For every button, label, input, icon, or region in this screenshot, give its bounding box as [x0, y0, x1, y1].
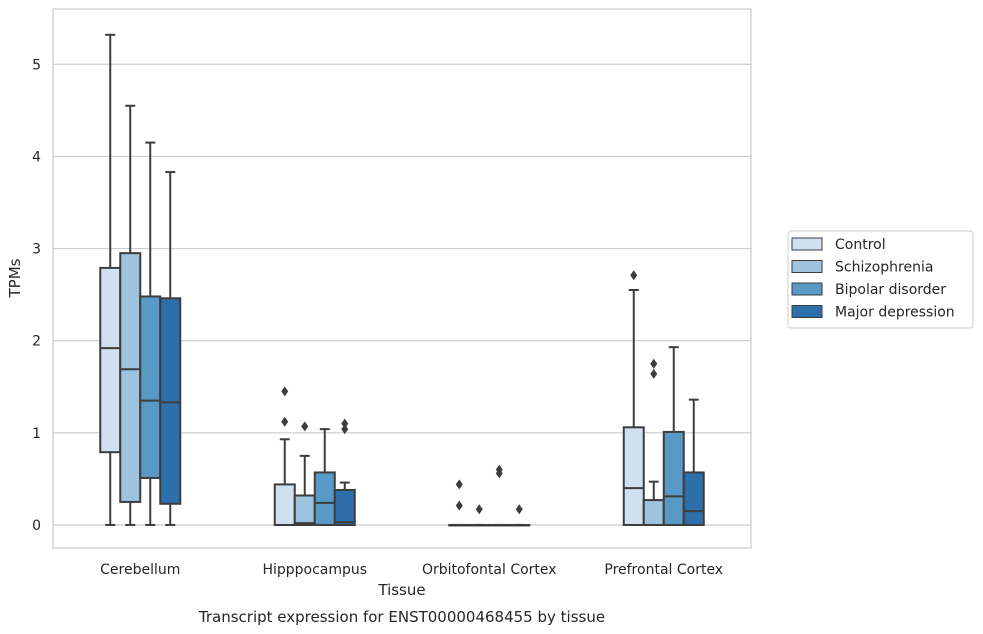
outlier-point	[341, 418, 349, 429]
outlier-point	[650, 368, 658, 379]
legend-swatch	[791, 282, 823, 296]
legend-swatch	[791, 260, 823, 273]
box-body	[119, 252, 142, 503]
y-tick-label: 0	[32, 518, 41, 534]
box-schizophrenia	[468, 504, 491, 527]
y-tick-label: 3	[32, 242, 41, 258]
outlier-point	[455, 500, 463, 511]
legend-label: Schizophrenia	[835, 260, 933, 276]
legend-label: Bipolar disorder	[835, 282, 946, 298]
y-tick-label: 1	[32, 426, 41, 442]
legend-frame	[787, 230, 974, 329]
box-plot-marks	[99, 33, 705, 527]
legend-label: Major depression	[835, 305, 955, 321]
box-bipolar-disorder	[488, 464, 511, 527]
x-tick-label: Orbitofontal Cortex	[422, 562, 557, 578]
x-tick-label: Hipppocampus	[262, 562, 367, 578]
outlier-point	[281, 386, 289, 397]
box-body	[313, 471, 336, 526]
chart-caption: Transcript expression for ENST0000046845…	[198, 608, 605, 626]
box-bipolar-disorder	[139, 141, 162, 526]
legend-label: Control	[835, 237, 886, 253]
box-control	[622, 270, 645, 526]
outlier-point	[495, 464, 503, 475]
box-bipolar-disorder	[313, 428, 336, 526]
outlier-point	[301, 421, 309, 432]
box-control	[448, 479, 471, 527]
outlier-point	[650, 358, 658, 369]
y-axis-ticks: 0 1 2 3 4 5	[32, 57, 41, 534]
legend-swatch	[791, 305, 823, 318]
box-body	[159, 297, 182, 505]
plot-frame	[52, 8, 752, 549]
x-axis-ticks: Cerebellum Hipppocampus Orbitofontal Corte…	[100, 562, 723, 578]
box-major-depression	[682, 398, 705, 526]
legend-swatch	[791, 237, 823, 251]
box-major-depression	[333, 418, 356, 526]
box-control	[273, 386, 296, 526]
box-major-depression	[508, 504, 531, 527]
x-axis-title: Tissue	[377, 581, 425, 599]
y-tick-label: 2	[32, 334, 41, 350]
y-axis-title: TPMs	[6, 258, 24, 298]
box-schizophrenia	[293, 421, 316, 526]
box-body	[139, 295, 162, 479]
box-body	[333, 488, 356, 526]
x-tick-label: Prefrontal Cortex	[604, 562, 723, 578]
box-body	[293, 494, 316, 526]
box-body	[682, 471, 705, 526]
box-body	[99, 266, 122, 454]
box-schizophrenia	[119, 104, 142, 526]
x-tick-label: Cerebellum	[100, 562, 180, 578]
legend: Control Schizophrenia Bipolar disorder Majo…	[787, 230, 974, 329]
box-body	[273, 483, 296, 526]
box-body	[642, 499, 665, 526]
outlier-point	[630, 270, 638, 281]
box-control	[99, 33, 122, 526]
box-body	[662, 430, 685, 526]
outlier-point	[341, 424, 349, 435]
outlier-point	[515, 504, 523, 515]
box-body	[622, 426, 645, 526]
box-bipolar-disorder	[662, 346, 685, 526]
box-schizophrenia	[642, 358, 665, 526]
y-tick-label: 5	[32, 57, 41, 73]
outlier-point	[281, 416, 289, 427]
box-major-depression	[159, 171, 182, 526]
outlier-point	[475, 504, 483, 515]
outlier-point	[455, 479, 463, 490]
y-tick-label: 4	[32, 149, 41, 165]
